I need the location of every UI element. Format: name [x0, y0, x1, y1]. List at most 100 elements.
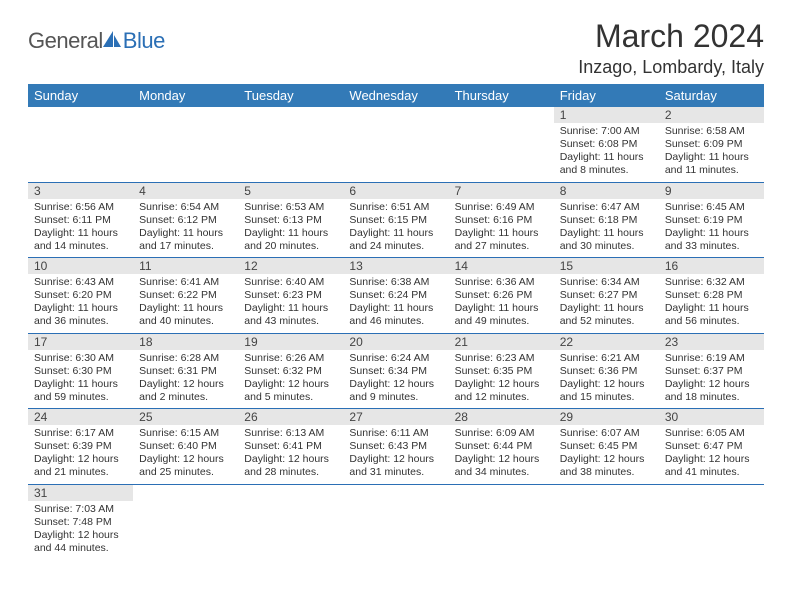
day-details: Sunrise: 6:47 AMSunset: 6:18 PMDaylight:…	[554, 199, 659, 258]
day-number: 27	[343, 409, 448, 425]
sunset-text: Sunset: 6:32 PM	[244, 365, 337, 378]
day-number: 2	[659, 107, 764, 123]
daylight-text: Daylight: 11 hours and 59 minutes.	[34, 378, 127, 404]
daylight-text: Daylight: 11 hours and 49 minutes.	[455, 302, 548, 328]
daylight-text: Daylight: 11 hours and 27 minutes.	[455, 227, 548, 253]
calendar-cell: 9Sunrise: 6:45 AMSunset: 6:19 PMDaylight…	[659, 182, 764, 258]
daylight-text: Daylight: 12 hours and 5 minutes.	[244, 378, 337, 404]
day-number: 28	[449, 409, 554, 425]
daylight-text: Daylight: 12 hours and 38 minutes.	[560, 453, 653, 479]
sunrise-text: Sunrise: 6:36 AM	[455, 276, 548, 289]
weekday-header: Thursday	[449, 84, 554, 107]
calendar-cell: 11Sunrise: 6:41 AMSunset: 6:22 PMDayligh…	[133, 258, 238, 334]
weekday-header: Monday	[133, 84, 238, 107]
day-number: 1	[554, 107, 659, 123]
day-number: 19	[238, 334, 343, 350]
daylight-text: Daylight: 12 hours and 31 minutes.	[349, 453, 442, 479]
sunset-text: Sunset: 6:41 PM	[244, 440, 337, 453]
calendar-cell: 8Sunrise: 6:47 AMSunset: 6:18 PMDaylight…	[554, 182, 659, 258]
daylight-text: Daylight: 11 hours and 46 minutes.	[349, 302, 442, 328]
calendar-cell: 20Sunrise: 6:24 AMSunset: 6:34 PMDayligh…	[343, 333, 448, 409]
sunrise-text: Sunrise: 6:45 AM	[665, 201, 758, 214]
sunrise-text: Sunrise: 6:34 AM	[560, 276, 653, 289]
daylight-text: Daylight: 12 hours and 21 minutes.	[34, 453, 127, 479]
brand-logo: General Blue	[28, 28, 165, 54]
day-number: 7	[449, 183, 554, 199]
daylight-text: Daylight: 12 hours and 2 minutes.	[139, 378, 232, 404]
calendar-cell	[659, 484, 764, 559]
daylight-text: Daylight: 11 hours and 30 minutes.	[560, 227, 653, 253]
calendar-cell	[554, 484, 659, 559]
daylight-text: Daylight: 12 hours and 28 minutes.	[244, 453, 337, 479]
day-number: 23	[659, 334, 764, 350]
weekday-header: Wednesday	[343, 84, 448, 107]
day-details: Sunrise: 6:28 AMSunset: 6:31 PMDaylight:…	[133, 350, 238, 409]
calendar-week-row: 24Sunrise: 6:17 AMSunset: 6:39 PMDayligh…	[28, 409, 764, 485]
sunset-text: Sunset: 6:35 PM	[455, 365, 548, 378]
day-number: 11	[133, 258, 238, 274]
day-details: Sunrise: 6:36 AMSunset: 6:26 PMDaylight:…	[449, 274, 554, 333]
calendar-cell	[238, 107, 343, 182]
day-details: Sunrise: 6:45 AMSunset: 6:19 PMDaylight:…	[659, 199, 764, 258]
calendar-cell: 7Sunrise: 6:49 AMSunset: 6:16 PMDaylight…	[449, 182, 554, 258]
day-number: 17	[28, 334, 133, 350]
sunset-text: Sunset: 6:27 PM	[560, 289, 653, 302]
sunrise-text: Sunrise: 6:11 AM	[349, 427, 442, 440]
sunrise-text: Sunrise: 6:38 AM	[349, 276, 442, 289]
sunrise-text: Sunrise: 6:24 AM	[349, 352, 442, 365]
day-details: Sunrise: 6:58 AMSunset: 6:09 PMDaylight:…	[659, 123, 764, 182]
calendar-cell: 13Sunrise: 6:38 AMSunset: 6:24 PMDayligh…	[343, 258, 448, 334]
day-details: Sunrise: 6:13 AMSunset: 6:41 PMDaylight:…	[238, 425, 343, 484]
calendar-week-row: 17Sunrise: 6:30 AMSunset: 6:30 PMDayligh…	[28, 333, 764, 409]
brand-blue: Blue	[123, 28, 165, 54]
day-details: Sunrise: 6:19 AMSunset: 6:37 PMDaylight:…	[659, 350, 764, 409]
daylight-text: Daylight: 11 hours and 17 minutes.	[139, 227, 232, 253]
sunrise-text: Sunrise: 6:15 AM	[139, 427, 232, 440]
sunrise-text: Sunrise: 6:17 AM	[34, 427, 127, 440]
sunrise-text: Sunrise: 7:03 AM	[34, 503, 127, 516]
daylight-text: Daylight: 12 hours and 25 minutes.	[139, 453, 232, 479]
daylight-text: Daylight: 12 hours and 44 minutes.	[34, 529, 127, 555]
day-details: Sunrise: 6:07 AMSunset: 6:45 PMDaylight:…	[554, 425, 659, 484]
sunrise-text: Sunrise: 6:23 AM	[455, 352, 548, 365]
day-details: Sunrise: 6:26 AMSunset: 6:32 PMDaylight:…	[238, 350, 343, 409]
day-number: 16	[659, 258, 764, 274]
calendar-cell	[28, 107, 133, 182]
sunrise-text: Sunrise: 6:30 AM	[34, 352, 127, 365]
calendar-week-row: 3Sunrise: 6:56 AMSunset: 6:11 PMDaylight…	[28, 182, 764, 258]
day-details: Sunrise: 6:32 AMSunset: 6:28 PMDaylight:…	[659, 274, 764, 333]
sunset-text: Sunset: 6:08 PM	[560, 138, 653, 151]
sunrise-text: Sunrise: 6:13 AM	[244, 427, 337, 440]
sunrise-text: Sunrise: 6:49 AM	[455, 201, 548, 214]
daylight-text: Daylight: 12 hours and 12 minutes.	[455, 378, 548, 404]
sunset-text: Sunset: 6:13 PM	[244, 214, 337, 227]
sunrise-text: Sunrise: 6:19 AM	[665, 352, 758, 365]
sunrise-text: Sunrise: 6:53 AM	[244, 201, 337, 214]
sunset-text: Sunset: 6:18 PM	[560, 214, 653, 227]
calendar-cell: 2Sunrise: 6:58 AMSunset: 6:09 PMDaylight…	[659, 107, 764, 182]
calendar-cell: 18Sunrise: 6:28 AMSunset: 6:31 PMDayligh…	[133, 333, 238, 409]
daylight-text: Daylight: 11 hours and 36 minutes.	[34, 302, 127, 328]
sunrise-text: Sunrise: 6:41 AM	[139, 276, 232, 289]
daylight-text: Daylight: 12 hours and 9 minutes.	[349, 378, 442, 404]
sunset-text: Sunset: 6:40 PM	[139, 440, 232, 453]
calendar-cell	[133, 107, 238, 182]
calendar-cell: 4Sunrise: 6:54 AMSunset: 6:12 PMDaylight…	[133, 182, 238, 258]
calendar-cell	[238, 484, 343, 559]
calendar-cell	[343, 107, 448, 182]
sunrise-text: Sunrise: 7:00 AM	[560, 125, 653, 138]
calendar-cell: 25Sunrise: 6:15 AMSunset: 6:40 PMDayligh…	[133, 409, 238, 485]
daylight-text: Daylight: 11 hours and 14 minutes.	[34, 227, 127, 253]
day-number: 30	[659, 409, 764, 425]
calendar-table: Sunday Monday Tuesday Wednesday Thursday…	[28, 84, 764, 559]
calendar-week-row: 10Sunrise: 6:43 AMSunset: 6:20 PMDayligh…	[28, 258, 764, 334]
day-details: Sunrise: 6:23 AMSunset: 6:35 PMDaylight:…	[449, 350, 554, 409]
daylight-text: Daylight: 11 hours and 33 minutes.	[665, 227, 758, 253]
day-details: Sunrise: 6:49 AMSunset: 6:16 PMDaylight:…	[449, 199, 554, 258]
sunset-text: Sunset: 6:22 PM	[139, 289, 232, 302]
sunrise-text: Sunrise: 6:26 AM	[244, 352, 337, 365]
day-details: Sunrise: 6:34 AMSunset: 6:27 PMDaylight:…	[554, 274, 659, 333]
sunrise-text: Sunrise: 6:58 AM	[665, 125, 758, 138]
day-details: Sunrise: 6:43 AMSunset: 6:20 PMDaylight:…	[28, 274, 133, 333]
calendar-cell: 24Sunrise: 6:17 AMSunset: 6:39 PMDayligh…	[28, 409, 133, 485]
